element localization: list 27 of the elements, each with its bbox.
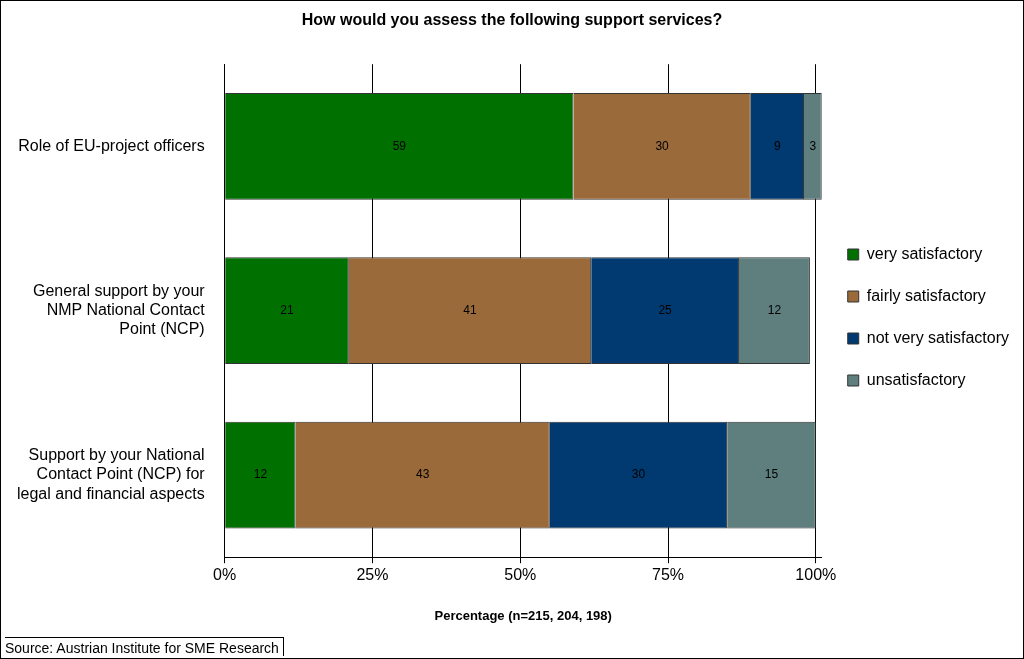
x-tick-label: 0% (213, 566, 237, 584)
y-tick-label: Role of EU-project officers (18, 136, 205, 154)
data-label: 9 (774, 138, 782, 153)
x-tick-label: 50% (504, 566, 537, 584)
data-label: 12 (767, 303, 782, 318)
chart-title: How would you assess the following support services? (301, 11, 723, 29)
legend-label: not very satisfactory (866, 328, 1010, 346)
data-label: 43 (416, 467, 430, 482)
data-label: 12 (253, 467, 268, 482)
data-label: 25 (658, 303, 673, 318)
data-label: 3 (809, 138, 817, 153)
legend-label: fairly satisfactory (866, 286, 986, 304)
y-tick-label: Support by your National Contact Point (NCP) for legal and financial aspects (16, 446, 206, 502)
data-label: 30 (631, 467, 646, 482)
data-label: 30 (655, 138, 670, 153)
legend-label: unsatisfactory (866, 370, 966, 388)
y-tick-label: General support by your NMP National Contact Point (NCP) (33, 281, 206, 338)
x-tick-label: 100% (795, 566, 837, 584)
x-axis-title: Percentage (n=215, 204, 198) (434, 607, 612, 623)
source-note: Source: Austrian Institute for SME Research (5, 637, 284, 656)
data-label: 21 (280, 303, 294, 318)
x-tick-label: 25% (356, 566, 389, 584)
data-label: 41 (463, 303, 477, 318)
x-tick-label: 75% (652, 566, 685, 584)
legend-label: very satisfactory (866, 244, 983, 262)
data-label: 59 (392, 138, 407, 153)
data-label: 15 (764, 467, 779, 482)
